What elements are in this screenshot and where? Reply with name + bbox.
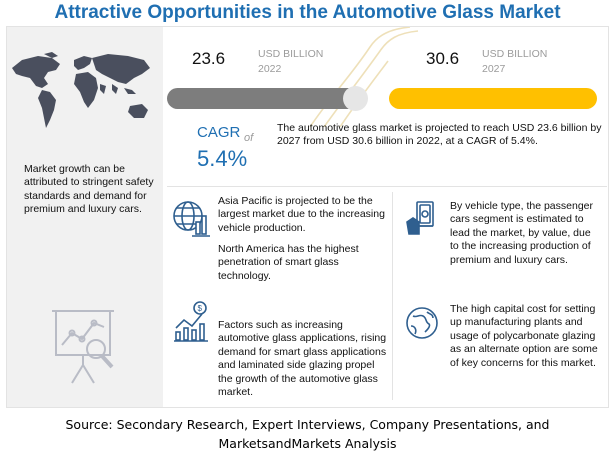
cagr-value: 5.4% — [197, 146, 248, 171]
card-north-america-text: North America has the highest penetratio… — [218, 243, 359, 282]
svg-text:$: $ — [198, 304, 203, 313]
card-concerns-text: The high capital cost for setting up man… — [450, 303, 598, 369]
left-panel-text: Market growth can be attributed to strin… — [24, 163, 154, 216]
infographic-frame — [6, 26, 609, 408]
stat-value-2022: 23.6 — [192, 49, 226, 68]
bar-knob — [343, 86, 368, 111]
decorative-road-lines — [309, 27, 419, 127]
cagr-description: The automotive glass market is projected… — [277, 122, 602, 148]
horizontal-divider — [167, 186, 607, 187]
cagr-of: of — [244, 132, 254, 144]
globe-chart-icon — [173, 201, 210, 237]
card-vehicle-type-text: By vehicle type, the passenger cars segm… — [450, 200, 594, 266]
card-asia-pacific-text: Asia Pacific is projected to be the larg… — [218, 195, 385, 234]
card-factors-text: Factors such as increasing automotive gl… — [218, 319, 387, 399]
source-line-2: MarketsandMarkets Analysis — [218, 436, 397, 451]
vertical-divider — [392, 192, 393, 400]
money-hand-icon — [406, 201, 434, 235]
globe-icon — [406, 307, 438, 339]
world-map-icon — [12, 52, 150, 128]
bar-2027 — [389, 88, 597, 109]
stat-year-2027: 2027 — [482, 63, 506, 75]
stat-unit-2027: USD BILLION — [482, 48, 548, 60]
cagr-label: CAGR — [197, 124, 241, 141]
stat-unit-2022: USD BILLION — [258, 48, 324, 60]
source-line-1: Source: Secondary Research, Expert Inter… — [65, 417, 550, 432]
growth-chart-icon: $ — [174, 301, 208, 342]
source-note: Source: Secondary Research, Expert Inter… — [0, 415, 615, 453]
analysis-board-icon — [52, 310, 114, 384]
stat-year-2022: 2022 — [258, 63, 282, 75]
page-title: Attractive Opportunities in the Automoti… — [54, 2, 561, 23]
bar-2022 — [167, 86, 368, 111]
stat-value-2027: 30.6 — [426, 49, 460, 68]
